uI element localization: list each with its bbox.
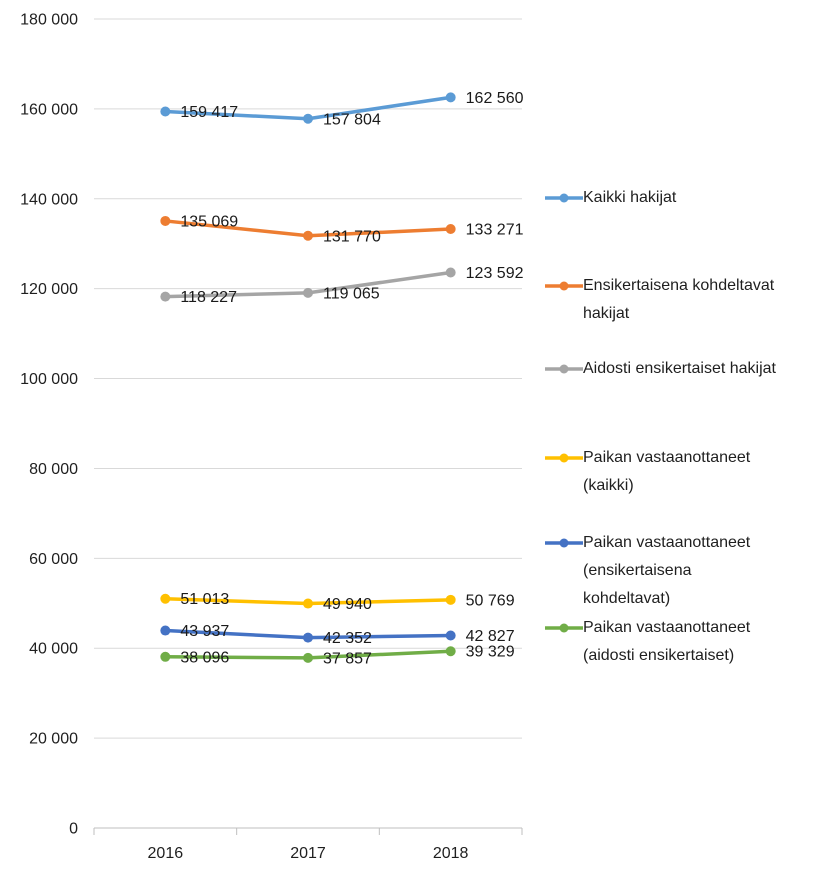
y-axis-tick-label: 20 000 [29,731,78,748]
data-label: 159 417 [180,104,238,121]
data-point-marker [445,224,456,235]
data-label: 123 592 [466,265,524,282]
y-axis-tick-label: 100 000 [20,371,78,388]
data-point-marker [445,267,456,278]
y-axis-tick-label: 40 000 [29,641,78,658]
data-point-marker [303,652,313,663]
data-label: 50 769 [466,592,515,609]
data-label: 42 352 [323,630,372,647]
y-axis-tick-label: 60 000 [29,551,78,568]
data-label: 38 096 [180,649,229,666]
data-label: 133 271 [466,222,524,239]
data-point-marker [160,215,171,226]
y-axis-tick-label: 140 000 [20,191,78,208]
y-axis-tick-label: 80 000 [29,461,78,478]
data-label: 135 069 [180,213,238,230]
data-point-marker [303,632,313,643]
data-label: 43 937 [180,623,229,640]
data-point-marker [303,113,313,124]
y-axis-tick-label: 180 000 [20,12,78,29]
data-label: 118 227 [180,289,237,306]
data-label: 42 827 [466,628,515,645]
data-label: 51 013 [180,591,229,608]
data-point-marker [445,630,456,641]
y-axis-tick-label: 0 [69,821,78,838]
data-point-marker [160,651,171,662]
data-label: 162 560 [466,90,524,107]
data-label: 37 857 [323,650,372,667]
x-axis-tick-label: 2016 [148,845,184,862]
data-point-marker [445,646,456,657]
data-point-marker [160,593,171,604]
data-point-marker [303,230,313,241]
data-label: 39 329 [466,644,515,661]
y-axis-tick-label: 160 000 [20,101,78,118]
y-axis-tick-label: 120 000 [20,281,78,298]
data-point-marker [160,625,171,636]
data-label: 49 940 [323,596,372,613]
data-label: 131 770 [323,228,381,245]
data-label: 119 065 [323,285,380,302]
data-point-marker [445,92,456,103]
data-point-marker [303,287,313,298]
data-label: 157 804 [323,111,381,128]
data-point-marker [160,291,171,302]
data-point-marker [160,106,171,117]
x-axis-tick-label: 2018 [433,845,469,862]
x-axis-tick-label: 2017 [290,845,326,862]
data-point-marker [303,598,313,609]
data-point-marker [445,594,456,605]
